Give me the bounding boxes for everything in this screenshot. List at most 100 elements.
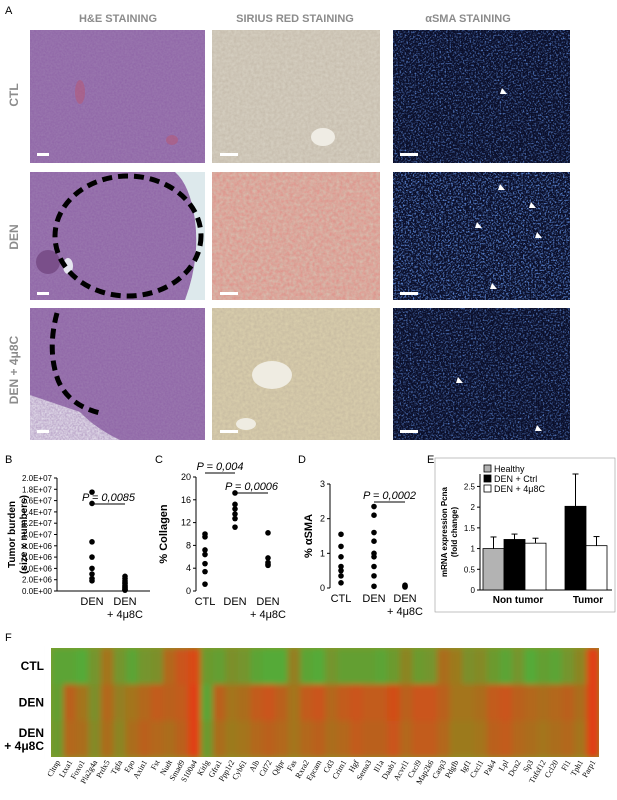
micrograph-he-ctl — [30, 30, 205, 163]
heatmap-cell — [474, 684, 488, 722]
y-axis-label: Tumor burden(size x numbers) — [7, 495, 30, 574]
heatmap-edge — [599, 642, 607, 763]
heatmap-cell — [536, 648, 550, 685]
heatmap-cell — [275, 684, 289, 722]
heatmap-cell — [200, 648, 214, 685]
heatmap-cell — [574, 648, 588, 685]
heatmap-cell — [424, 648, 438, 685]
data-point — [202, 568, 208, 575]
y-tick-label: 2.0E+06 — [22, 576, 53, 585]
heatmap-cell — [212, 684, 226, 722]
chart-pcna-expression: 0 0.5 1 1.5 2 2.5 mRNA expression Pcna(fold ch… — [434, 457, 616, 613]
data-point — [202, 560, 208, 567]
heatmap-cell — [300, 684, 314, 722]
heatmap-cell — [287, 684, 301, 722]
y-tick-label: 8 — [186, 540, 191, 550]
heatmap-cell — [437, 684, 451, 722]
column-header-asma: αSMA STAINING — [425, 13, 511, 25]
heatmap-edge — [45, 642, 607, 648]
heatmap-cell — [399, 720, 413, 758]
heatmap-cell — [225, 648, 239, 685]
data-point — [232, 515, 238, 522]
heatmap-cell — [188, 720, 201, 758]
micrograph-sirius-den — [212, 172, 380, 300]
heatmap-cell — [150, 684, 164, 722]
data-point — [89, 554, 95, 560]
heatmap-cell — [374, 684, 388, 722]
heatmap-cell — [113, 720, 127, 758]
heatmap-cell — [262, 648, 276, 685]
heatmap-edge — [45, 642, 51, 763]
data-point — [202, 547, 208, 553]
heatmap-cell — [399, 648, 413, 685]
y-tick-label: 4 — [186, 563, 191, 573]
heatmap-cell — [511, 648, 525, 685]
legend-swatch — [483, 474, 492, 483]
heatmap-cell — [175, 648, 189, 685]
heatmap-cell — [275, 720, 289, 758]
heatmap-cell — [250, 684, 264, 722]
heatmap-cell — [536, 720, 550, 758]
heatmap-cell — [63, 684, 77, 722]
arrowhead-icon — [535, 232, 542, 238]
heatmap-cell — [574, 684, 588, 722]
heatmap-cell — [486, 720, 500, 758]
heatmap-cell — [449, 648, 463, 685]
chart-tumor-burden: 0.0E+00 2.0E+06 4.0E+06 6.0E+06 8.0E+06 1.0E+… — [7, 474, 150, 621]
panel-letter-d: D — [298, 454, 306, 466]
heatmap-cell — [499, 648, 513, 685]
row-label-den: DEN — [7, 224, 21, 249]
heatmap-cell — [511, 684, 525, 722]
heatmap-cell — [262, 684, 276, 722]
heatmap-cell — [449, 684, 463, 722]
heatmap-cell — [349, 648, 363, 685]
heatmap-cell — [337, 720, 351, 758]
y-tick-label: 2 — [471, 503, 476, 512]
heatmap-cell — [524, 720, 538, 758]
heatmap-cell — [237, 684, 251, 722]
data-point — [338, 554, 344, 560]
p-value-label: P = 0,004 — [197, 461, 244, 473]
data-point — [89, 539, 95, 545]
heatmap-cell — [63, 720, 77, 758]
heatmap-cell — [325, 720, 338, 758]
heatmap-cell — [349, 720, 363, 758]
heatmap-cell — [325, 648, 338, 685]
heatmap-cell — [125, 648, 139, 685]
panel-letter-f: F — [5, 632, 12, 644]
heatmap-cell — [499, 720, 513, 758]
y-tick-label: 1.8E+07 — [22, 485, 53, 494]
panel-letter-b: B — [5, 454, 12, 466]
heatmap-cell — [250, 648, 264, 685]
y-tick-label: 1.4E+07 — [22, 508, 53, 517]
bar — [564, 505, 587, 591]
data-point — [202, 551, 208, 558]
heatmap-cell — [300, 720, 314, 758]
p-value-label: P = 0,0002 — [363, 490, 416, 502]
arrowhead-icon — [535, 425, 542, 431]
data-point — [371, 529, 377, 536]
heatmap-cell — [287, 648, 301, 685]
heatmap-cell — [113, 684, 127, 722]
y-tick-label: 3 — [320, 479, 325, 489]
data-point — [338, 531, 344, 538]
arrowhead-icon — [500, 88, 507, 94]
heatmap-cell — [499, 684, 513, 722]
heatmap-cell — [387, 684, 401, 722]
heatmap-cell — [325, 684, 338, 722]
heatmap-cell — [374, 648, 388, 685]
heatmap-cell — [462, 720, 475, 758]
data-point — [265, 530, 271, 536]
heatmap-cell — [586, 720, 600, 758]
micrograph-asma-den — [393, 172, 570, 300]
heatmap-cell — [125, 720, 139, 758]
y-tick-label: 1 — [471, 545, 476, 554]
data-point — [232, 524, 238, 530]
category-label: DEN + 4μ8C — [387, 593, 423, 618]
heatmap-cell — [250, 720, 264, 758]
heatmap-cell — [362, 648, 376, 685]
y-tick-label: 12 — [181, 518, 191, 528]
heatmap-cell — [412, 720, 426, 758]
heatmap-cell — [449, 720, 463, 758]
